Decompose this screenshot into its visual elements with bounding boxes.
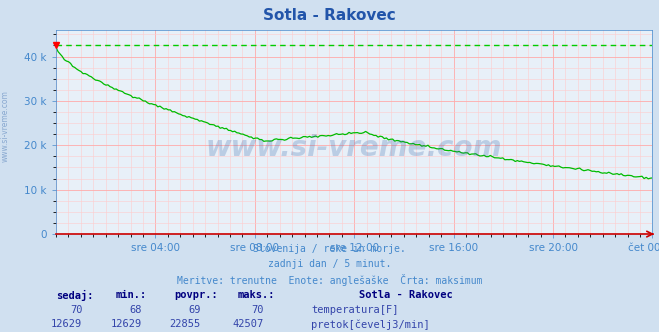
Text: min.:: min.: — [115, 290, 146, 299]
Text: pretok[čevelj3/min]: pretok[čevelj3/min] — [311, 319, 430, 330]
Text: Slovenija / reke in morje.: Slovenija / reke in morje. — [253, 244, 406, 254]
Text: povpr.:: povpr.: — [175, 290, 218, 299]
Text: 42507: 42507 — [233, 319, 264, 329]
Text: 22855: 22855 — [170, 319, 201, 329]
Text: zadnji dan / 5 minut.: zadnji dan / 5 minut. — [268, 259, 391, 269]
Text: sedaj:: sedaj: — [56, 290, 94, 300]
Text: Meritve: trenutne  Enote: anglešaške  Črta: maksimum: Meritve: trenutne Enote: anglešaške Črta… — [177, 274, 482, 286]
Text: 12629: 12629 — [111, 319, 142, 329]
Text: 69: 69 — [188, 305, 201, 315]
Text: temperatura[F]: temperatura[F] — [311, 305, 399, 315]
Text: Sotla - Rakovec: Sotla - Rakovec — [263, 8, 396, 23]
Text: www.si-vreme.com: www.si-vreme.com — [206, 134, 502, 162]
Text: 70: 70 — [251, 305, 264, 315]
Text: Sotla - Rakovec: Sotla - Rakovec — [359, 290, 453, 299]
Text: 70: 70 — [70, 305, 82, 315]
Text: www.si-vreme.com: www.si-vreme.com — [1, 90, 10, 162]
Text: 12629: 12629 — [51, 319, 82, 329]
Text: maks.:: maks.: — [237, 290, 275, 299]
Text: 68: 68 — [129, 305, 142, 315]
